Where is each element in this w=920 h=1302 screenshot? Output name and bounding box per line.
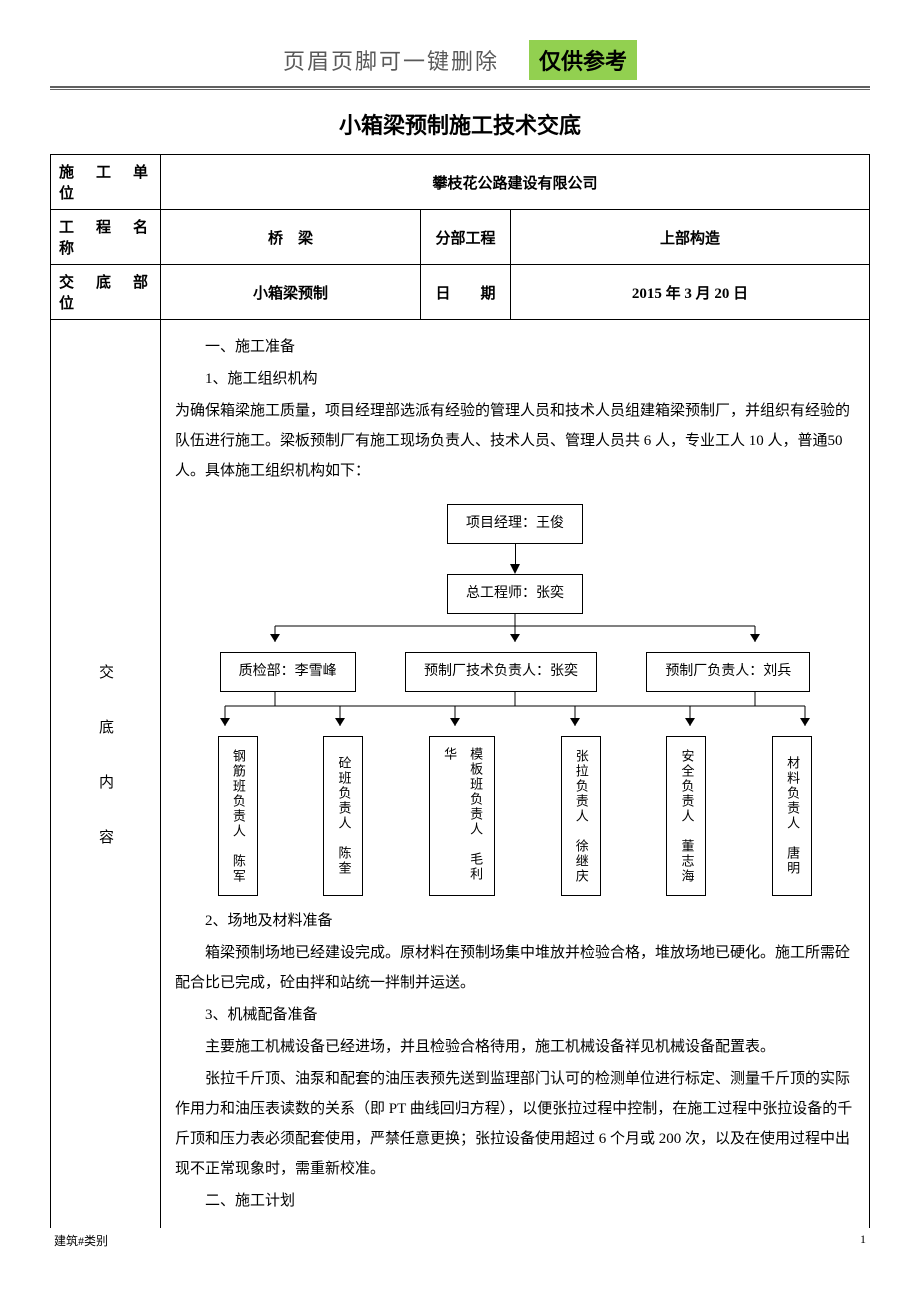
org-level-1: 项目经理：王俊 bbox=[175, 504, 855, 544]
meta-row-unit: 施 工 单 位 攀枝花公路建设有限公司 bbox=[51, 155, 870, 210]
org-factory-lead: 预制厂负责人：刘兵 bbox=[646, 652, 810, 692]
value-unit: 攀枝花公路建设有限公司 bbox=[161, 155, 870, 210]
section-1-3-body-1: 主要施工机械设备已经进场，并且检验合格待用，施工机械设备祥见机械设备配置表。 bbox=[175, 1032, 855, 1062]
reference-badge: 仅供参考 bbox=[529, 40, 637, 80]
section-2-title: 二、施工计划 bbox=[175, 1186, 855, 1216]
meta-row-project: 工 程 名 称 桥 梁 分部工程 上部构造 bbox=[51, 210, 870, 265]
meta-row-location: 交 底 部 位 小箱梁预制 日 期 2015 年 3 月 20 日 bbox=[51, 265, 870, 320]
value-project: 桥 梁 bbox=[161, 210, 421, 265]
section-1-title: 一、施工准备 bbox=[175, 332, 855, 362]
section-1-2-title: 2、场地及材料准备 bbox=[175, 906, 855, 936]
label-subproject: 分部工程 bbox=[421, 210, 511, 265]
org-tech-lead: 预制厂技术负责人：张奕 bbox=[405, 652, 597, 692]
document-title: 小箱梁预制施工技术交底 bbox=[50, 108, 870, 140]
org-chief-engineer: 总工程师：张奕 bbox=[447, 574, 583, 614]
content-cell: 一、施工准备 1、施工组织机构 为确保箱梁施工质量，项目经理部选派有经验的管理人… bbox=[161, 320, 870, 1229]
header-text: 页眉页脚可一键删除 bbox=[283, 44, 499, 76]
label-project: 工 程 名 称 bbox=[51, 210, 161, 265]
label-date: 日 期 bbox=[421, 265, 511, 320]
org-formwork-lead: 模板班负责人 毛利华 bbox=[429, 736, 495, 896]
org-chart: 项目经理：王俊 总工程师：张奕 bbox=[175, 504, 855, 896]
page-footer: 建筑#类别 1 bbox=[50, 1232, 870, 1249]
section-1-1-body: 为确保箱梁施工质量，项目经理部选派有经验的管理人员和技术人员组建箱梁预制厂，并组… bbox=[175, 396, 855, 486]
content-row: 交底内容 一、施工准备 1、施工组织机构 为确保箱梁施工质量，项目经理部选派有经… bbox=[51, 320, 870, 1229]
value-location: 小箱梁预制 bbox=[161, 265, 421, 320]
org-concrete-lead: 砼班负责人 陈奎 bbox=[323, 736, 363, 896]
org-connector-1 bbox=[175, 544, 855, 574]
org-connector-3 bbox=[175, 692, 855, 736]
label-location: 交 底 部 位 bbox=[51, 265, 161, 320]
value-subproject: 上部构造 bbox=[511, 210, 870, 265]
org-safety-lead: 安全负责人 董志海 bbox=[666, 736, 706, 896]
section-1-3-title: 3、机械配备准备 bbox=[175, 1000, 855, 1030]
footer-page-number: 1 bbox=[860, 1232, 866, 1249]
org-rebar-lead: 钢筋班负责人 陈军 bbox=[218, 736, 258, 896]
label-unit: 施 工 单 位 bbox=[51, 155, 161, 210]
org-level-3: 质检部：李雪峰 预制厂技术负责人：张奕 预制厂负责人：刘兵 bbox=[175, 652, 855, 692]
section-1-3-body-2: 张拉千斤顶、油泵和配套的油压表预先送到监理部门认可的检测单位进行标定、测量千斤顶… bbox=[175, 1064, 855, 1184]
org-material-lead: 材料负责人 唐明 bbox=[772, 736, 812, 896]
value-date: 2015 年 3 月 20 日 bbox=[511, 265, 870, 320]
org-level-4: 钢筋班负责人 陈军 砼班负责人 陈奎 模板班负责人 毛利华 张拉负责人 徐继庆 … bbox=[175, 736, 855, 896]
footer-category: 建筑#类别 bbox=[54, 1232, 108, 1249]
side-label: 交底内容 bbox=[51, 320, 161, 1229]
org-connector-2 bbox=[175, 614, 855, 652]
page-header: 页眉页脚可一键删除 仅供参考 bbox=[50, 40, 870, 80]
section-1-1-title: 1、施工组织机构 bbox=[175, 364, 855, 394]
org-project-manager: 项目经理：王俊 bbox=[447, 504, 583, 544]
org-tension-lead: 张拉负责人 徐继庆 bbox=[561, 736, 601, 896]
org-level-2: 总工程师：张奕 bbox=[175, 574, 855, 614]
header-rule bbox=[50, 86, 870, 90]
arrow-down-icon bbox=[510, 564, 520, 574]
org-qc-dept: 质检部：李雪峰 bbox=[220, 652, 356, 692]
meta-table: 施 工 单 位 攀枝花公路建设有限公司 工 程 名 称 桥 梁 分部工程 上部构… bbox=[50, 154, 870, 1228]
section-1-2-body: 箱梁预制场地已经建设完成。原材料在预制场集中堆放并检验合格，堆放场地已硬化。施工… bbox=[175, 938, 855, 998]
